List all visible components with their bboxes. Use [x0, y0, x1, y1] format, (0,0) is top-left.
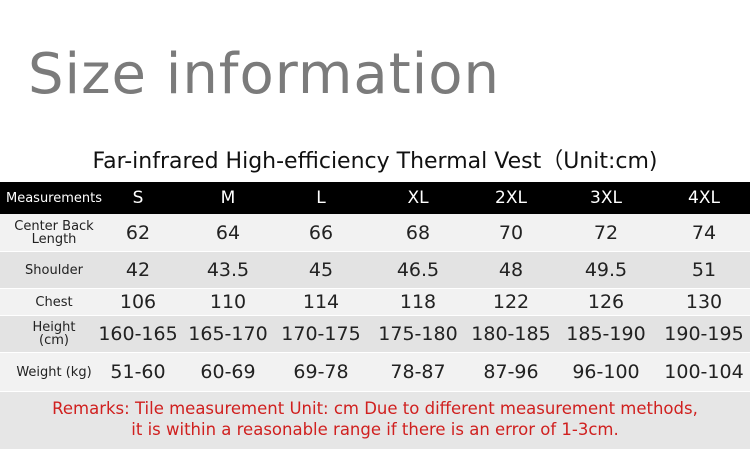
table-cell: 160-165 — [98, 323, 178, 345]
table-cell: 87-96 — [483, 361, 539, 383]
column-header: XL — [407, 188, 429, 208]
table-cell: 45 — [308, 259, 334, 281]
table-cell: 114 — [302, 291, 340, 313]
table-cell: 165-170 — [188, 323, 268, 345]
column-header: 4XL — [688, 188, 720, 208]
row-label: Shoulder — [0, 252, 108, 288]
table-cell: 60-69 — [200, 361, 256, 383]
table-cell: 74 — [691, 221, 717, 244]
table-cell: 100-104 — [664, 361, 744, 383]
table-cell: 51-60 — [110, 361, 166, 383]
table-cell: 46.5 — [396, 259, 440, 281]
row-label-line: Length — [31, 231, 77, 247]
table-cell: 126 — [587, 291, 625, 313]
column-header: M — [220, 188, 236, 208]
table-cell: 51 — [691, 259, 717, 281]
remarks-line: Remarks: Tile measurement Unit: cm Due t… — [52, 399, 698, 418]
table-cell: 72 — [593, 221, 619, 244]
table-cell: 96-100 — [572, 361, 640, 383]
table-cell: 110 — [209, 291, 247, 313]
table-cell: 106 — [119, 291, 157, 313]
row-label-line: Weight (kg) — [16, 364, 92, 380]
table-cell: 118 — [399, 291, 437, 313]
table-cell: 175-180 — [378, 323, 458, 345]
table-cell: 68 — [405, 221, 431, 244]
row-label: Chest — [0, 289, 108, 315]
column-header: S — [132, 188, 144, 208]
remarks-line: it is within a reasonable range if there… — [131, 420, 619, 439]
table-cell: 78-87 — [390, 361, 446, 383]
table-cell: 170-175 — [281, 323, 361, 345]
table-row: Weight (kg) 51-60 60-69 69-78 78-87 87-96 96-1… — [0, 353, 750, 391]
row-label: Center Back Length — [0, 214, 108, 251]
table-cell: 190-195 — [664, 323, 744, 345]
row-label-line: Center Back — [14, 218, 94, 234]
column-header: L — [316, 188, 326, 208]
row-label: Height (cm) — [0, 316, 108, 352]
table-cell: 49.5 — [584, 259, 628, 281]
table-cell: 42 — [125, 259, 151, 281]
row-label-line: Height — [32, 320, 76, 335]
table-cell: 70 — [498, 221, 524, 244]
column-header: Measurements — [5, 190, 103, 206]
subtitle: Far-infrared High-efficiency Thermal Ves… — [92, 149, 658, 174]
table-cell: 185-190 — [566, 323, 646, 345]
table-cell: 69-78 — [293, 361, 349, 383]
title: Size information — [28, 42, 500, 107]
row-label-line: (cm) — [39, 333, 69, 348]
table-row: Shoulder 42 43.5 45 46.5 48 49.5 51 — [0, 252, 750, 288]
row-label-line: Chest — [35, 294, 73, 310]
table-cell: 48 — [498, 259, 524, 281]
table-row: Chest 106 110 114 118 122 126 130 — [0, 289, 750, 315]
table-cell: 66 — [308, 221, 334, 244]
column-header: 3XL — [590, 188, 622, 208]
table-cell: 62 — [125, 221, 151, 244]
header-row: Measurements S M L XL 2XL 3XL 4XL — [0, 182, 750, 214]
table-row: Height (cm) 160-165 165-170 170-175 175-180 18… — [0, 316, 750, 352]
table-cell: 122 — [492, 291, 530, 313]
row-label-line: Shoulder — [25, 262, 83, 278]
column-header: 2XL — [495, 188, 527, 208]
row-label: Weight (kg) — [0, 353, 108, 391]
table-cell: 43.5 — [206, 259, 250, 281]
remarks: Remarks: Tile measurement Unit: cm Due t… — [0, 392, 750, 449]
table-cell: 130 — [685, 291, 723, 313]
table-row: Center Back Length 62 64 66 68 70 72 74 — [0, 214, 750, 251]
table-cell: 64 — [215, 221, 241, 244]
table-cell: 180-185 — [471, 323, 551, 345]
